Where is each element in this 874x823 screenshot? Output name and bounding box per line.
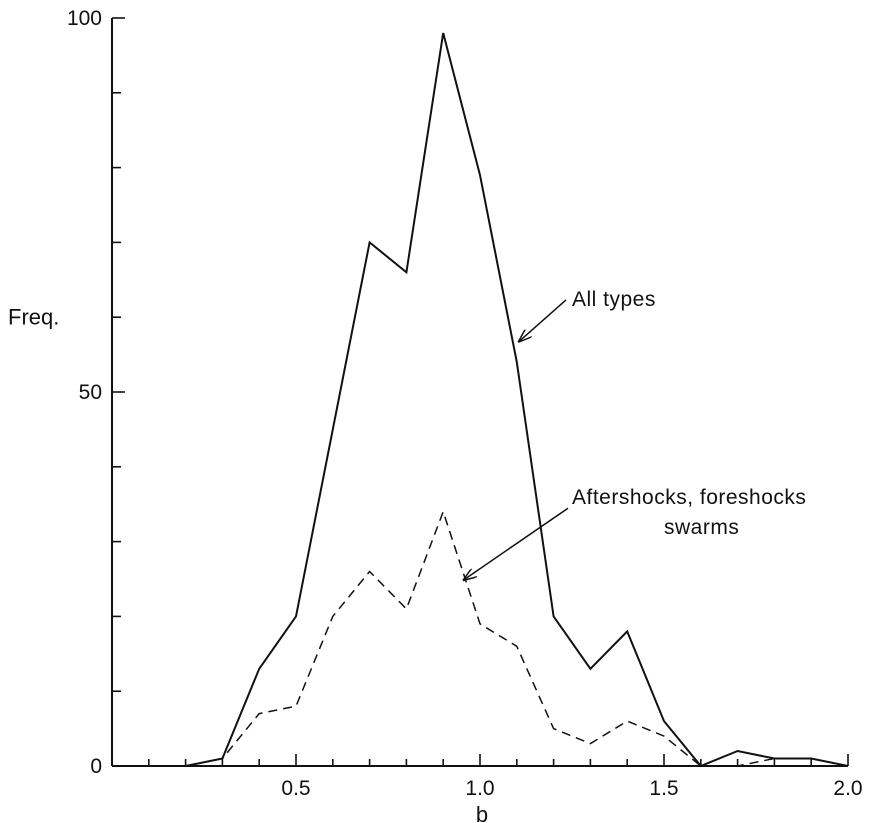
y-tick-label: 0 [90,755,102,778]
y-tick-label: 50 [79,381,102,404]
annotation-arrow [519,299,567,342]
series-line-aftershocks [185,509,849,767]
x-tick-label: 1.0 [465,777,494,800]
annotation-label: swarms [664,516,739,539]
y-axis-ticks: 0 50 100 [67,7,125,778]
x-axis-ticks: 0.5 1.0 1.5 2.0 [148,754,863,800]
x-tick-label: 0.5 [281,777,310,800]
annotation-arrow [464,507,569,580]
annotation-layer: All types Aftershocks, foreshocks swarms [464,288,806,580]
y-tick-label: 100 [67,7,102,30]
axes [111,18,848,767]
annotation-label: Aftershocks, foreshocks [572,486,806,509]
x-axis-label: b [476,802,488,823]
series-layer [185,32,849,768]
x-tick-label: 1.5 [649,777,678,800]
annotation-label: All types [572,288,656,311]
x-tick-label: 2.0 [833,777,862,800]
series-line-all-types [185,32,849,768]
y-axis-label: Freq. [8,305,59,330]
